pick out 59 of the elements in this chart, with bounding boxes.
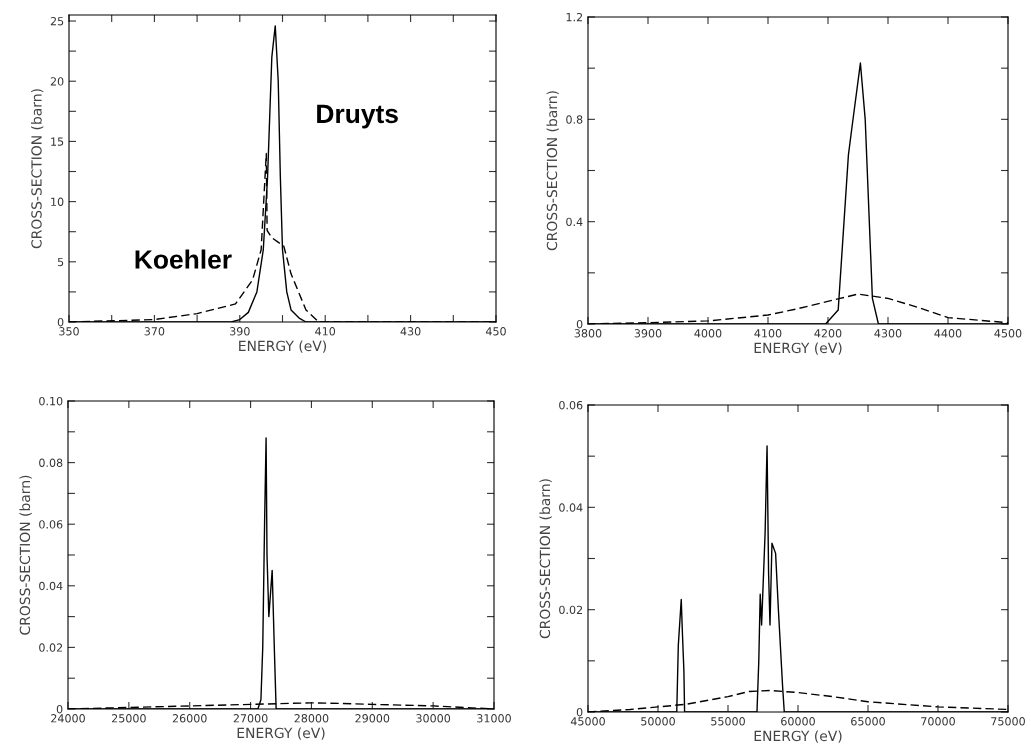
y-tick-label: 0.4 (566, 217, 583, 227)
x-tick-label: 26000 (172, 714, 207, 723)
y-tick-label: 10 (51, 197, 64, 206)
x-tick-label: 410 (315, 327, 336, 336)
x-axis-title: ENERGY (eV) (237, 727, 325, 740)
x-tick-label: 3800 (574, 329, 602, 338)
y-axis-title: CROSS-SECTION (barn) (539, 479, 552, 639)
x-tick-label: 75000 (991, 717, 1025, 726)
y-tick-label: 0.02 (559, 605, 583, 615)
x-tick-label: 70000 (921, 717, 955, 726)
x-tick-label: 31000 (477, 714, 511, 723)
x-tick-label: 4200 (814, 329, 842, 338)
x-tick-label: 370 (144, 327, 165, 336)
x-tick-label: 28000 (294, 714, 329, 723)
x-tick-label: 4100 (754, 329, 782, 338)
y-tick-label: 0.8 (566, 115, 583, 124)
x-tick-label: 50000 (641, 717, 675, 726)
y-tick-label: 0.06 (559, 400, 583, 410)
y-tick-label: 0.10 (39, 396, 63, 406)
x-tick-label: 4500 (994, 329, 1022, 338)
y-tick-label: 0 (576, 319, 583, 329)
x-tick-label: 430 (400, 327, 421, 336)
x-tick-label: 25000 (112, 714, 146, 723)
x-tick-label: 4000 (694, 329, 722, 338)
x-axis-title: ENERGY (eV) (239, 340, 327, 353)
y-tick-label: 1.2 (566, 12, 583, 22)
x-tick-label: 27000 (233, 714, 268, 723)
y-tick-label: 25 (50, 16, 64, 26)
y-tick-label: 0.04 (559, 503, 583, 512)
y-tick-label: 0 (576, 707, 583, 717)
x-tick-label: 30000 (416, 714, 451, 723)
x-tick-label: 3900 (634, 329, 662, 338)
y-tick-label: 20 (50, 77, 64, 86)
y-tick-label: 0 (57, 317, 64, 327)
x-tick-label: 4400 (934, 329, 962, 338)
x-tick-label: 350 (59, 327, 79, 336)
x-tick-label: 24000 (51, 714, 85, 723)
x-tick-label: 450 (485, 327, 506, 336)
x-axis-title: ENERGY (eV) (754, 730, 842, 743)
series-label: Koehler (135, 249, 232, 269)
y-tick-label: 0.02 (39, 643, 63, 652)
y-tick-label: 5 (57, 257, 64, 267)
y-tick-label: 0.08 (39, 458, 63, 467)
x-tick-label: 29000 (355, 714, 390, 723)
y-tick-label: 0 (56, 704, 63, 714)
x-tick-label: 45000 (570, 717, 605, 726)
y-tick-label: 15 (51, 137, 64, 146)
x-tick-label: 4300 (874, 329, 902, 338)
y-axis-title: CROSS-SECTION (barn) (31, 89, 44, 249)
series-label: Druyts (317, 104, 398, 129)
y-axis-title: CROSS-SECTION (barn) (546, 91, 559, 251)
x-tick-label: 60000 (781, 717, 815, 726)
x-axis-title: ENERGY (eV) (754, 342, 842, 355)
x-tick-label: 390 (230, 327, 250, 336)
x-tick-label: 55000 (711, 717, 745, 726)
y-tick-label: 0.06 (39, 520, 63, 529)
y-tick-label: 0.04 (39, 581, 63, 591)
y-axis-title: CROSS-SECTION (barn) (19, 475, 32, 635)
x-tick-label: 65000 (851, 717, 885, 726)
